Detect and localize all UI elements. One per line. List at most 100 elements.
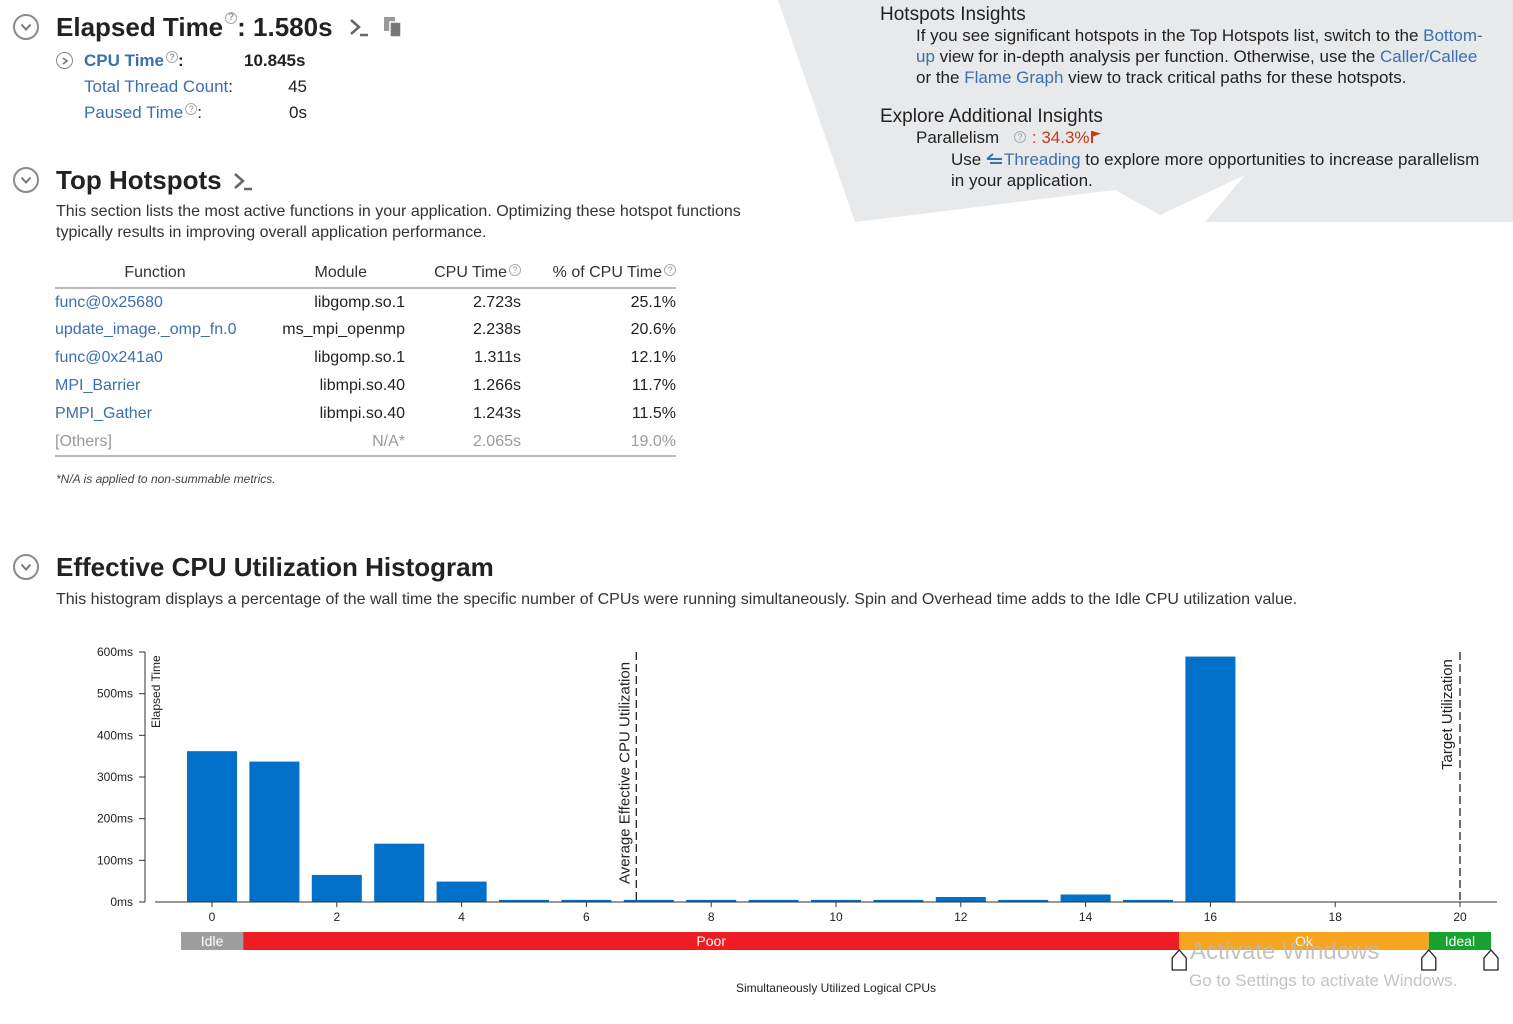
x-tick-label: 2 — [333, 910, 340, 924]
insights-text1: If you see significant hotspots in the T… — [916, 26, 1419, 45]
help-icon[interactable]: ? — [225, 12, 238, 24]
y-tick-label: 500ms — [97, 687, 133, 701]
hotspots-description-line2: typically results in improving overall a… — [56, 224, 487, 241]
bar — [311, 874, 362, 902]
y-tick-label: 600ms — [97, 645, 133, 659]
cpu-time-value: 10.845s — [244, 51, 306, 70]
x-tick-label: 4 — [458, 910, 465, 924]
column-header-cpu-time[interactable]: CPU Time? — [405, 262, 521, 289]
bar — [374, 843, 425, 902]
x-tick-label: 0 — [209, 910, 216, 924]
y-tick-label: 300ms — [97, 770, 133, 784]
hotspots-insights-text: If you see significant hotspots in the T… — [916, 25, 1506, 88]
threading-link[interactable]: Threading — [1003, 150, 1081, 169]
x-tick-label: 18 — [1329, 910, 1343, 924]
column-header-pct-cpu-time[interactable]: % of CPU Time? — [521, 262, 676, 289]
help-icon[interactable]: ? — [1013, 131, 1026, 143]
pct-cell: 25.1% — [630, 293, 676, 311]
x-tick-label: 20 — [1453, 910, 1467, 924]
bar — [623, 899, 674, 902]
x-tick-label: 6 — [583, 910, 590, 924]
help-icon[interactable]: ? — [664, 264, 676, 276]
zone-ideal — [1428, 932, 1491, 950]
bottom-up-link[interactable]: Bottom- — [1423, 26, 1483, 45]
function-link[interactable]: func@0x241a0 — [55, 349, 163, 366]
table-row: func@0x25680 libgomp.so.1 2.723s 25.1% — [55, 288, 676, 316]
function-link[interactable]: PMPI_Gather — [55, 405, 152, 422]
pct-cell: 11.7% — [631, 377, 676, 394]
x-tick-label: 16 — [1204, 910, 1218, 924]
flag-icon — [1090, 131, 1101, 143]
column-header-module[interactable]: Module — [255, 262, 405, 289]
y-tick-label: 0ms — [110, 895, 133, 909]
y-tick-label: 400ms — [97, 728, 133, 742]
x-axis-label: Simultaneously Utilized Logical CPUs — [736, 981, 936, 995]
watermark-title: Activate Windows — [1190, 938, 1380, 965]
flame-graph-link[interactable]: Flame Graph — [964, 68, 1064, 87]
y-tick-label: 200ms — [97, 812, 133, 826]
parallelism-value: : 34.3% — [1031, 128, 1090, 147]
function-link[interactable]: MPI_Barrier — [55, 377, 141, 394]
cpu-time-cell: 2.723s — [472, 293, 521, 311]
bottom-up-link-cont[interactable]: up — [916, 47, 935, 66]
insights-text3: or the — [916, 68, 960, 87]
average-utilization-label: Average Effective CPU Utilization — [616, 662, 633, 884]
bar — [1123, 899, 1173, 902]
pct-cell: 19.0% — [521, 428, 676, 457]
help-icon[interactable]: ? — [166, 51, 178, 63]
thread-count-link[interactable]: Total Thread Count — [84, 77, 229, 96]
bar — [249, 761, 300, 902]
help-icon[interactable]: ? — [509, 264, 521, 276]
x-axis: 0 2 4 6 8 10 12 14 16 18 20 — [155, 901, 1497, 924]
pct-cell: 11.5% — [631, 405, 676, 422]
column-header-function[interactable]: Function — [55, 262, 255, 289]
function-link[interactable]: update_image._omp_fn.0 — [55, 321, 237, 338]
caller-callee-link[interactable]: Caller/Callee — [1380, 47, 1478, 66]
cpu-time-expand-toggle[interactable] — [56, 52, 73, 69]
x-tick-label: 8 — [708, 910, 715, 924]
y-axis-label: Elapsed Time — [149, 655, 163, 728]
insights-line2: up view for in-depth analysis per functi… — [916, 46, 1506, 67]
bar — [1060, 894, 1111, 902]
zone-label-poor: Poor — [696, 933, 726, 949]
threading-icon — [986, 153, 1002, 164]
bar — [998, 899, 1049, 902]
target-utilization-label: Target Utilization — [1439, 659, 1456, 770]
bars — [187, 656, 1236, 902]
elapsed-collapse-toggle[interactable] — [13, 14, 39, 40]
threshold-handle — [1171, 949, 1187, 971]
explore-insights-title: Explore Additional Insights — [880, 106, 1103, 127]
cpu-time-cell: 1.266s — [472, 377, 521, 394]
bar — [1185, 656, 1236, 902]
zone-poor — [243, 932, 1180, 950]
paused-time-colon: : — [197, 103, 202, 122]
function-link[interactable]: func@0x25680 — [55, 293, 163, 311]
pct-header-label: % of CPU Time — [552, 264, 662, 281]
histogram-collapse-toggle[interactable] — [13, 554, 39, 580]
copy-icon[interactable] — [382, 15, 404, 44]
use-text: Use — [951, 150, 982, 169]
bar — [935, 897, 986, 902]
parallelism-row: Parallelism ? : 34.3% — [916, 127, 1102, 148]
cpu-time-colon: : — [178, 51, 184, 70]
cpu-time-link[interactable]: CPU Time — [84, 51, 164, 70]
x-tick-label: 14 — [1079, 910, 1093, 924]
terminal-prompt-icon[interactable] — [348, 16, 370, 43]
threading-advice: Use Threading to explore more opportunit… — [951, 149, 1511, 191]
hotspots-description-line1: This section lists the most active funct… — [56, 203, 741, 220]
thread-count-value: 45 — [288, 77, 307, 96]
help-icon[interactable]: ? — [185, 103, 198, 115]
pct-cell: 20.6% — [630, 321, 676, 338]
hotspots-collapse-toggle[interactable] — [13, 167, 39, 193]
watermark-subtitle: Go to Settings to activate Windows. — [1189, 971, 1458, 990]
paused-time-row: Paused Time?: — [84, 103, 202, 123]
hotspots-table: Function Module CPU Time? % of CPU Time?… — [55, 262, 676, 457]
paused-time-link[interactable]: Paused Time — [84, 103, 184, 122]
terminal-prompt-icon[interactable] — [232, 170, 254, 197]
table-row: func@0x241a0 libgomp.so.1 1.311s 12.1% — [55, 344, 676, 372]
threading-line1: Use Threading to explore more opportunit… — [951, 149, 1511, 170]
insights-text2: view for in-depth analysis per function.… — [939, 47, 1376, 66]
parallelism-label: Parallelism — [916, 128, 1000, 147]
module-cell: libmpi.so.40 — [319, 377, 405, 394]
module-cell: libgomp.so.1 — [314, 293, 405, 311]
